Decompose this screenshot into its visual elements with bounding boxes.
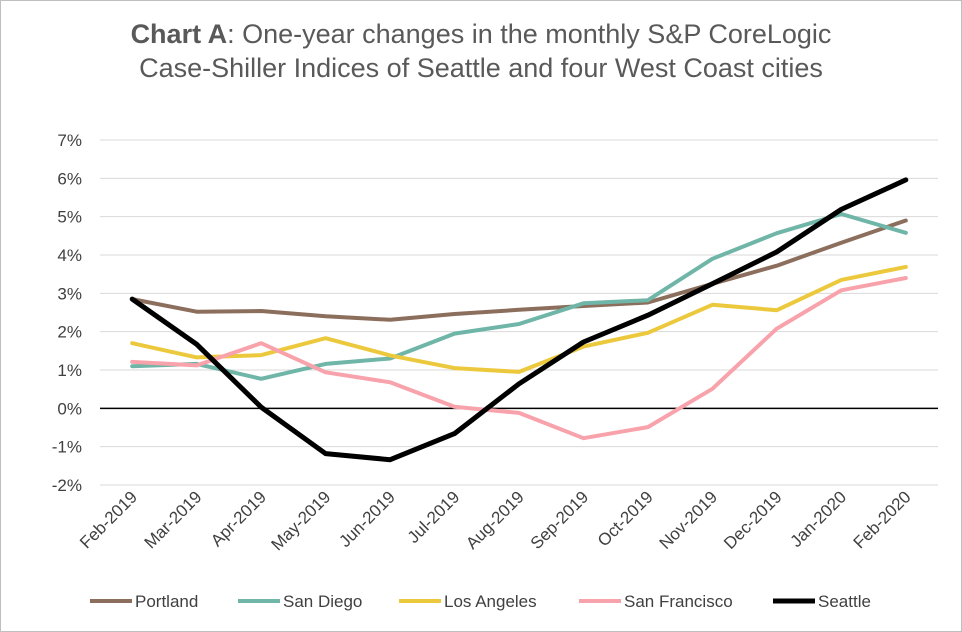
legend-label: San Francisco <box>624 592 733 611</box>
chart-title: Chart A: One-year changes in the monthly… <box>1 17 961 85</box>
y-tick-label: 2% <box>57 323 82 342</box>
series-line-san-francisco <box>130 276 908 441</box>
series-line-los-angeles <box>130 264 908 374</box>
legend-label: San Diego <box>283 592 362 611</box>
y-tick-label: 3% <box>57 284 82 303</box>
y-axis-ticks: -2% -1% 0% 1% 2% 3% 4% 5% 6% 7% <box>52 131 82 495</box>
y-tick-label: 6% <box>57 169 82 188</box>
x-tick-label: Nov-2019 <box>656 487 722 553</box>
y-tick-label: -2% <box>52 476 82 495</box>
y-tick-label: 1% <box>57 361 82 380</box>
legend-label: Los Angeles <box>444 592 537 611</box>
x-tick-label: Aug-2019 <box>462 487 528 553</box>
chart-title-lead: Chart A <box>130 19 228 49</box>
x-tick-label: Mar-2019 <box>141 487 206 552</box>
chart-title-line2: Case-Shiller Indices of Seattle and four… <box>139 53 823 83</box>
series-lines <box>129 177 909 463</box>
x-tick-label: Sep-2019 <box>527 487 593 553</box>
legend-label: Portland <box>135 592 198 611</box>
x-tick-label: Jan-2020 <box>787 487 851 551</box>
y-tick-label: 4% <box>57 246 82 265</box>
legend: Portland San Diego Los Angeles San Francisc… <box>90 592 871 611</box>
x-tick-label: Jun-2019 <box>335 487 399 551</box>
x-tick-label: May-2019 <box>268 487 335 554</box>
series-line-san-diego <box>130 212 908 381</box>
y-tick-label: 0% <box>57 399 82 418</box>
series-line-portland <box>130 218 908 322</box>
y-tick-label: 5% <box>57 208 82 227</box>
x-tick-label: Feb-2019 <box>76 487 141 552</box>
x-tick-label: Jul-2019 <box>404 487 464 547</box>
gridlines <box>100 139 938 486</box>
legend-label: Seattle <box>818 592 871 611</box>
x-tick-label: Dec-2019 <box>720 487 786 553</box>
x-tick-label: Apr-2019 <box>207 487 270 550</box>
x-tick-label: Feb-2020 <box>850 487 915 552</box>
series-line-seattle <box>129 177 909 463</box>
x-tick-label: Oct-2019 <box>594 487 657 550</box>
chart-title-line1: : One-year changes in the monthly S&P Co… <box>227 19 832 49</box>
y-tick-label: -1% <box>52 438 82 457</box>
y-tick-label: 7% <box>57 131 82 150</box>
